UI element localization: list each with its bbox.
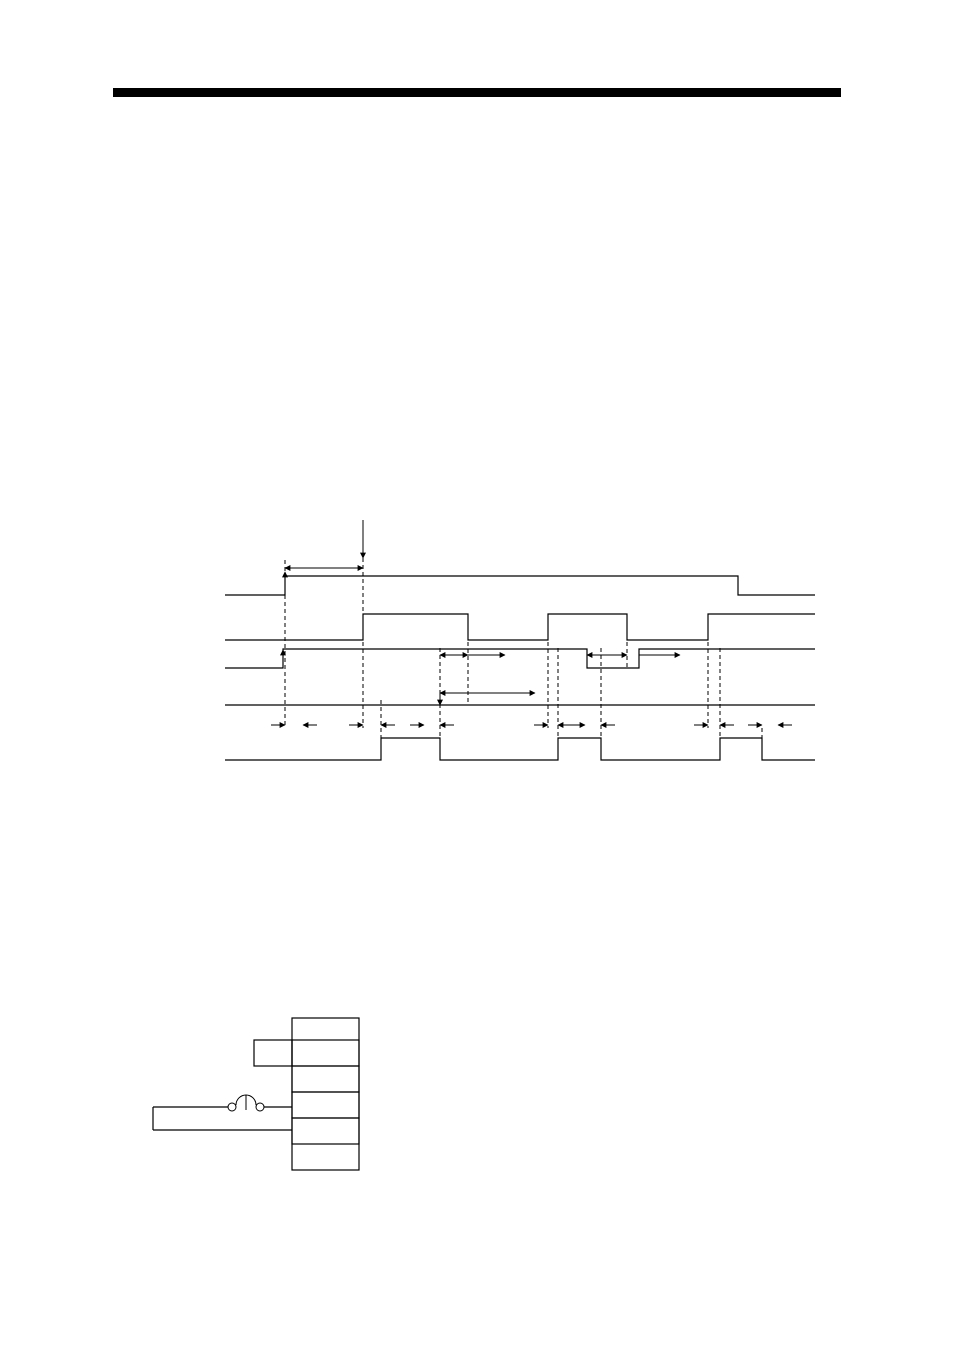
block-wires (153, 1107, 292, 1130)
block-diagram (0, 0, 954, 1351)
block-symbol (228, 1095, 264, 1111)
block-boxes (254, 1018, 359, 1170)
